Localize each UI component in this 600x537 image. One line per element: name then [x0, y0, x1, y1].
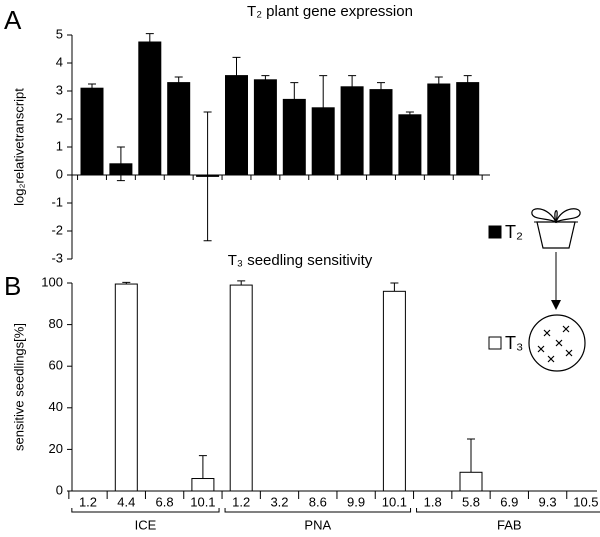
- x-tick-label: 4.4: [117, 494, 135, 509]
- error-bar: [122, 281, 131, 285]
- x-tick-label: 10.1: [382, 494, 407, 509]
- x-tick-label: 6.9: [500, 494, 518, 509]
- bar: [382, 290, 406, 492]
- error-bar: [467, 438, 475, 473]
- x-tick-label: 1.2: [79, 494, 97, 509]
- y-tick-label: 5: [56, 26, 63, 41]
- group-label: ICE: [135, 517, 157, 532]
- x-tick-label: 1.8: [424, 494, 442, 509]
- y-tick-label: -3: [51, 250, 63, 265]
- x-tick-label: 1.2: [232, 494, 250, 509]
- error-bar: [319, 75, 328, 141]
- group-label: PNA: [304, 517, 331, 532]
- bar: [369, 89, 393, 176]
- y-tick-label: 2: [56, 110, 63, 125]
- pot-icon: [531, 208, 581, 249]
- x-tick-label: 5.8: [462, 494, 480, 509]
- y-tick-label: 100: [41, 274, 63, 289]
- bar: [459, 471, 483, 492]
- error-bar: [290, 82, 299, 117]
- bar: [138, 41, 162, 176]
- y-tick-label: 0: [56, 166, 63, 181]
- error-bar: [348, 75, 357, 99]
- bar: [456, 82, 480, 176]
- panel-label: B: [4, 271, 21, 301]
- y-axis-label: sensitive seedlings[%]: [11, 323, 26, 451]
- y-tick-label: 20: [49, 441, 63, 456]
- x-tick-label: 10.1: [190, 494, 215, 509]
- legend-swatch: [488, 336, 502, 350]
- bar: [167, 82, 191, 176]
- error-bar: [377, 82, 385, 98]
- bar: [114, 283, 138, 492]
- bar: [398, 114, 422, 176]
- x-tick-label: 10.5: [573, 494, 598, 509]
- bar: [253, 79, 277, 176]
- x-tick-label: 8.6: [309, 494, 327, 509]
- error-bar: [88, 83, 96, 93]
- error-bar: [198, 455, 207, 479]
- error-bar: [261, 75, 270, 85]
- y-tick-label: 3: [56, 82, 63, 97]
- bar: [229, 284, 253, 492]
- error-bar: [116, 146, 125, 182]
- arrow: [551, 252, 561, 310]
- x-tick-label: 9.9: [347, 494, 365, 509]
- y-tick-label: 80: [49, 316, 63, 331]
- chart-title: T₂ plant gene expression: [247, 3, 413, 20]
- y-tick-label: -2: [51, 222, 63, 237]
- y-tick-label: 60: [49, 358, 63, 373]
- x-tick-label: 6.8: [156, 494, 174, 509]
- y-tick-label: -1: [51, 194, 63, 209]
- error-bar: [405, 111, 414, 119]
- y-axis-label: log₂relativetranscript: [11, 88, 26, 206]
- error-bar: [463, 75, 472, 91]
- group-bracket: [71, 508, 220, 513]
- y-tick-label: 4: [56, 54, 63, 69]
- y-tick-label: 40: [49, 399, 63, 414]
- x-tick-label: 9.3: [539, 494, 557, 509]
- legend-label: T₃: [505, 333, 523, 353]
- error-bar: [174, 76, 183, 89]
- y-tick-label: 1: [56, 138, 63, 153]
- group-label: FAB: [497, 517, 522, 532]
- legend-label: T₂: [505, 222, 523, 242]
- bar: [80, 87, 104, 176]
- group-bracket: [416, 508, 600, 513]
- group-bracket: [224, 508, 412, 513]
- y-tick-label: 0: [56, 482, 63, 497]
- bar: [340, 86, 364, 176]
- error-bar: [232, 56, 241, 95]
- error-bar: [434, 76, 443, 92]
- error-bar: [237, 280, 246, 286]
- x-tick-label: 3.2: [270, 494, 288, 509]
- error-bar: [390, 282, 399, 292]
- legend-swatch: [488, 225, 502, 239]
- bar: [191, 478, 215, 492]
- panel-label: A: [4, 5, 22, 35]
- error-bar: [203, 111, 212, 242]
- chart-title: T₃ seedling sensitivity: [228, 252, 373, 269]
- bar: [427, 83, 451, 176]
- plate-icon: [528, 314, 586, 372]
- error-bar: [145, 33, 154, 51]
